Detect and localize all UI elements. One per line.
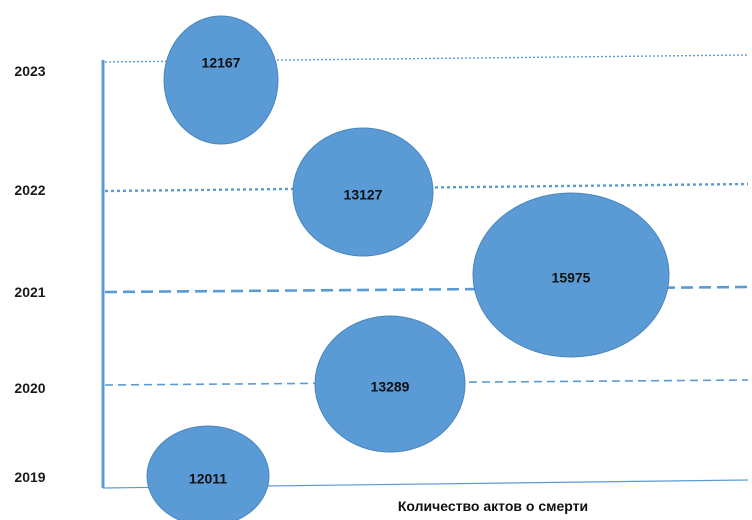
bubble-2020: [314, 315, 466, 453]
bubble-2019: [146, 425, 270, 520]
tick-label-2023: 2023: [14, 63, 45, 79]
tick-label-2021: 2021: [14, 284, 45, 300]
tick-label-2019: 2019: [14, 469, 45, 485]
gridline-2022: [104, 182, 749, 193]
x-axis-label: Количество актов о смерти: [398, 498, 588, 514]
bubble-2023: [163, 15, 279, 145]
data-label-2021: 15975: [552, 270, 591, 286]
data-label-2019: 12011: [189, 471, 227, 487]
gridline-2023: [104, 54, 749, 63]
bubble-2022: [292, 127, 434, 257]
tick-label-2022: 2022: [14, 182, 45, 198]
tick-label-2020: 2020: [14, 380, 45, 396]
gridline-2020: [104, 379, 749, 386]
data-label-2020: 13289: [371, 379, 410, 395]
data-label-2022: 13127: [344, 187, 383, 203]
data-label-2023: 12167: [202, 55, 241, 71]
bubble-2021: [472, 192, 670, 358]
